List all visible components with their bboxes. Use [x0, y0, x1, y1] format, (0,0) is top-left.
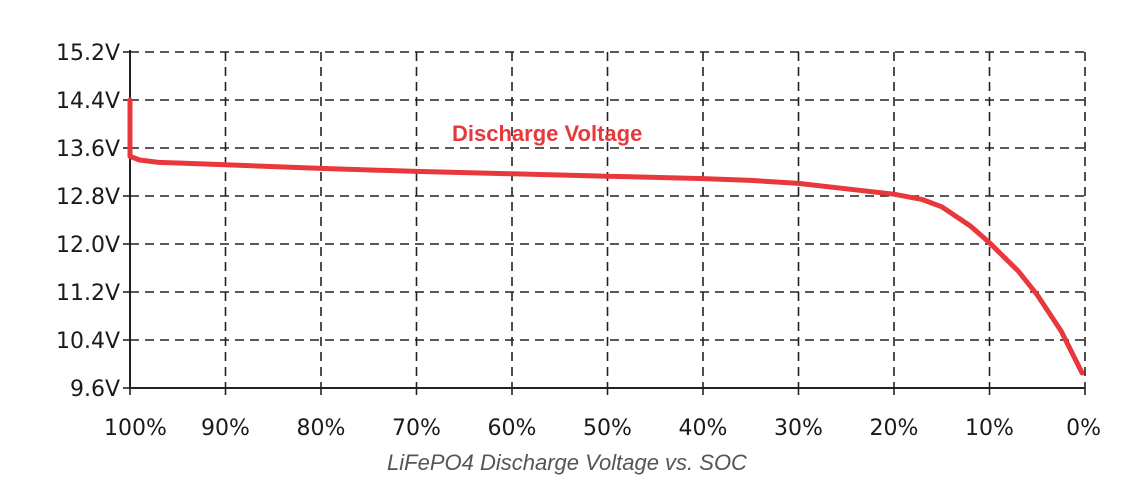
- axes: [123, 50, 1086, 395]
- y-tick-label: 12.8V: [56, 185, 120, 210]
- y-tick-label: 13.6V: [56, 137, 120, 162]
- x-tick-label: 40%: [679, 416, 728, 441]
- y-tick-label: 11.2V: [56, 281, 120, 306]
- y-tick-label: 10.4V: [56, 329, 120, 354]
- y-tick-label: 12.0V: [56, 233, 120, 258]
- series-layer: [127, 97, 1085, 376]
- series-line: [127, 97, 1085, 376]
- y-tick-label: 15.2V: [56, 41, 120, 66]
- x-tick-label: 60%: [488, 416, 537, 441]
- x-tick-label: 0%: [1066, 416, 1101, 441]
- discharge-voltage-chart: 9.6V10.4V11.2V12.0V12.8V13.6V14.4V15.2V …: [56, 41, 1101, 441]
- x-tick-label: 100%: [104, 416, 167, 441]
- grid-lines: [130, 51, 1086, 388]
- x-tick-label: 50%: [583, 416, 632, 441]
- x-tick-label: 70%: [392, 416, 441, 441]
- chart-caption: LiFePO4 Discharge Voltage vs. SOC: [387, 450, 747, 475]
- x-tick-label: 30%: [774, 416, 823, 441]
- x-tick-label: 20%: [870, 416, 919, 441]
- x-tick-label: 10%: [965, 416, 1014, 441]
- series-label: Discharge Voltage: [452, 121, 642, 146]
- x-tick-label: 90%: [201, 416, 250, 441]
- y-axis-ticks: 9.6V 10.4V 11.2V 12.0V 12.8V 13.6V 14.4V 15.2V: [56, 41, 120, 402]
- y-tick-label: 14.4V: [56, 89, 120, 114]
- x-axis-ticks: 100% 90% 80% 70% 60% 50% 40% 30% 20% 10% 0%: [104, 416, 1101, 441]
- x-tick-label: 80%: [297, 416, 346, 441]
- y-tick-label: 9.6V: [70, 377, 120, 402]
